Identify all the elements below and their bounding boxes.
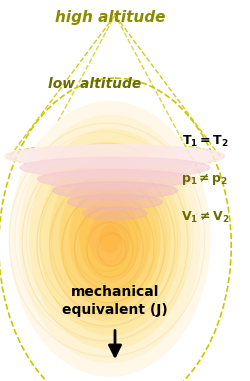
Ellipse shape: [52, 182, 178, 199]
Ellipse shape: [60, 170, 160, 307]
Ellipse shape: [40, 143, 180, 335]
Ellipse shape: [10, 102, 210, 376]
Ellipse shape: [20, 115, 200, 362]
Ellipse shape: [82, 207, 148, 219]
Text: $\mathbf{T_1 = T_2}$: $\mathbf{T_1 = T_2}$: [182, 133, 228, 149]
Ellipse shape: [20, 157, 210, 178]
Text: mechanical
equivalent (J): mechanical equivalent (J): [62, 285, 168, 317]
Ellipse shape: [70, 184, 150, 294]
Text: $\mathbf{V_1 \neq V_2}$: $\mathbf{V_1 \neq V_2}$: [180, 210, 230, 225]
Ellipse shape: [50, 157, 170, 321]
Ellipse shape: [90, 211, 130, 266]
Text: $\mathbf{p_1 \neq p_2}$: $\mathbf{p_1 \neq p_2}$: [181, 171, 229, 187]
Ellipse shape: [100, 225, 120, 253]
Text: low altitude: low altitude: [48, 77, 142, 91]
Text: high altitude: high altitude: [55, 10, 165, 25]
Ellipse shape: [30, 129, 190, 349]
Ellipse shape: [80, 198, 140, 280]
Ellipse shape: [38, 170, 192, 189]
Ellipse shape: [5, 145, 225, 168]
Ellipse shape: [68, 194, 162, 210]
